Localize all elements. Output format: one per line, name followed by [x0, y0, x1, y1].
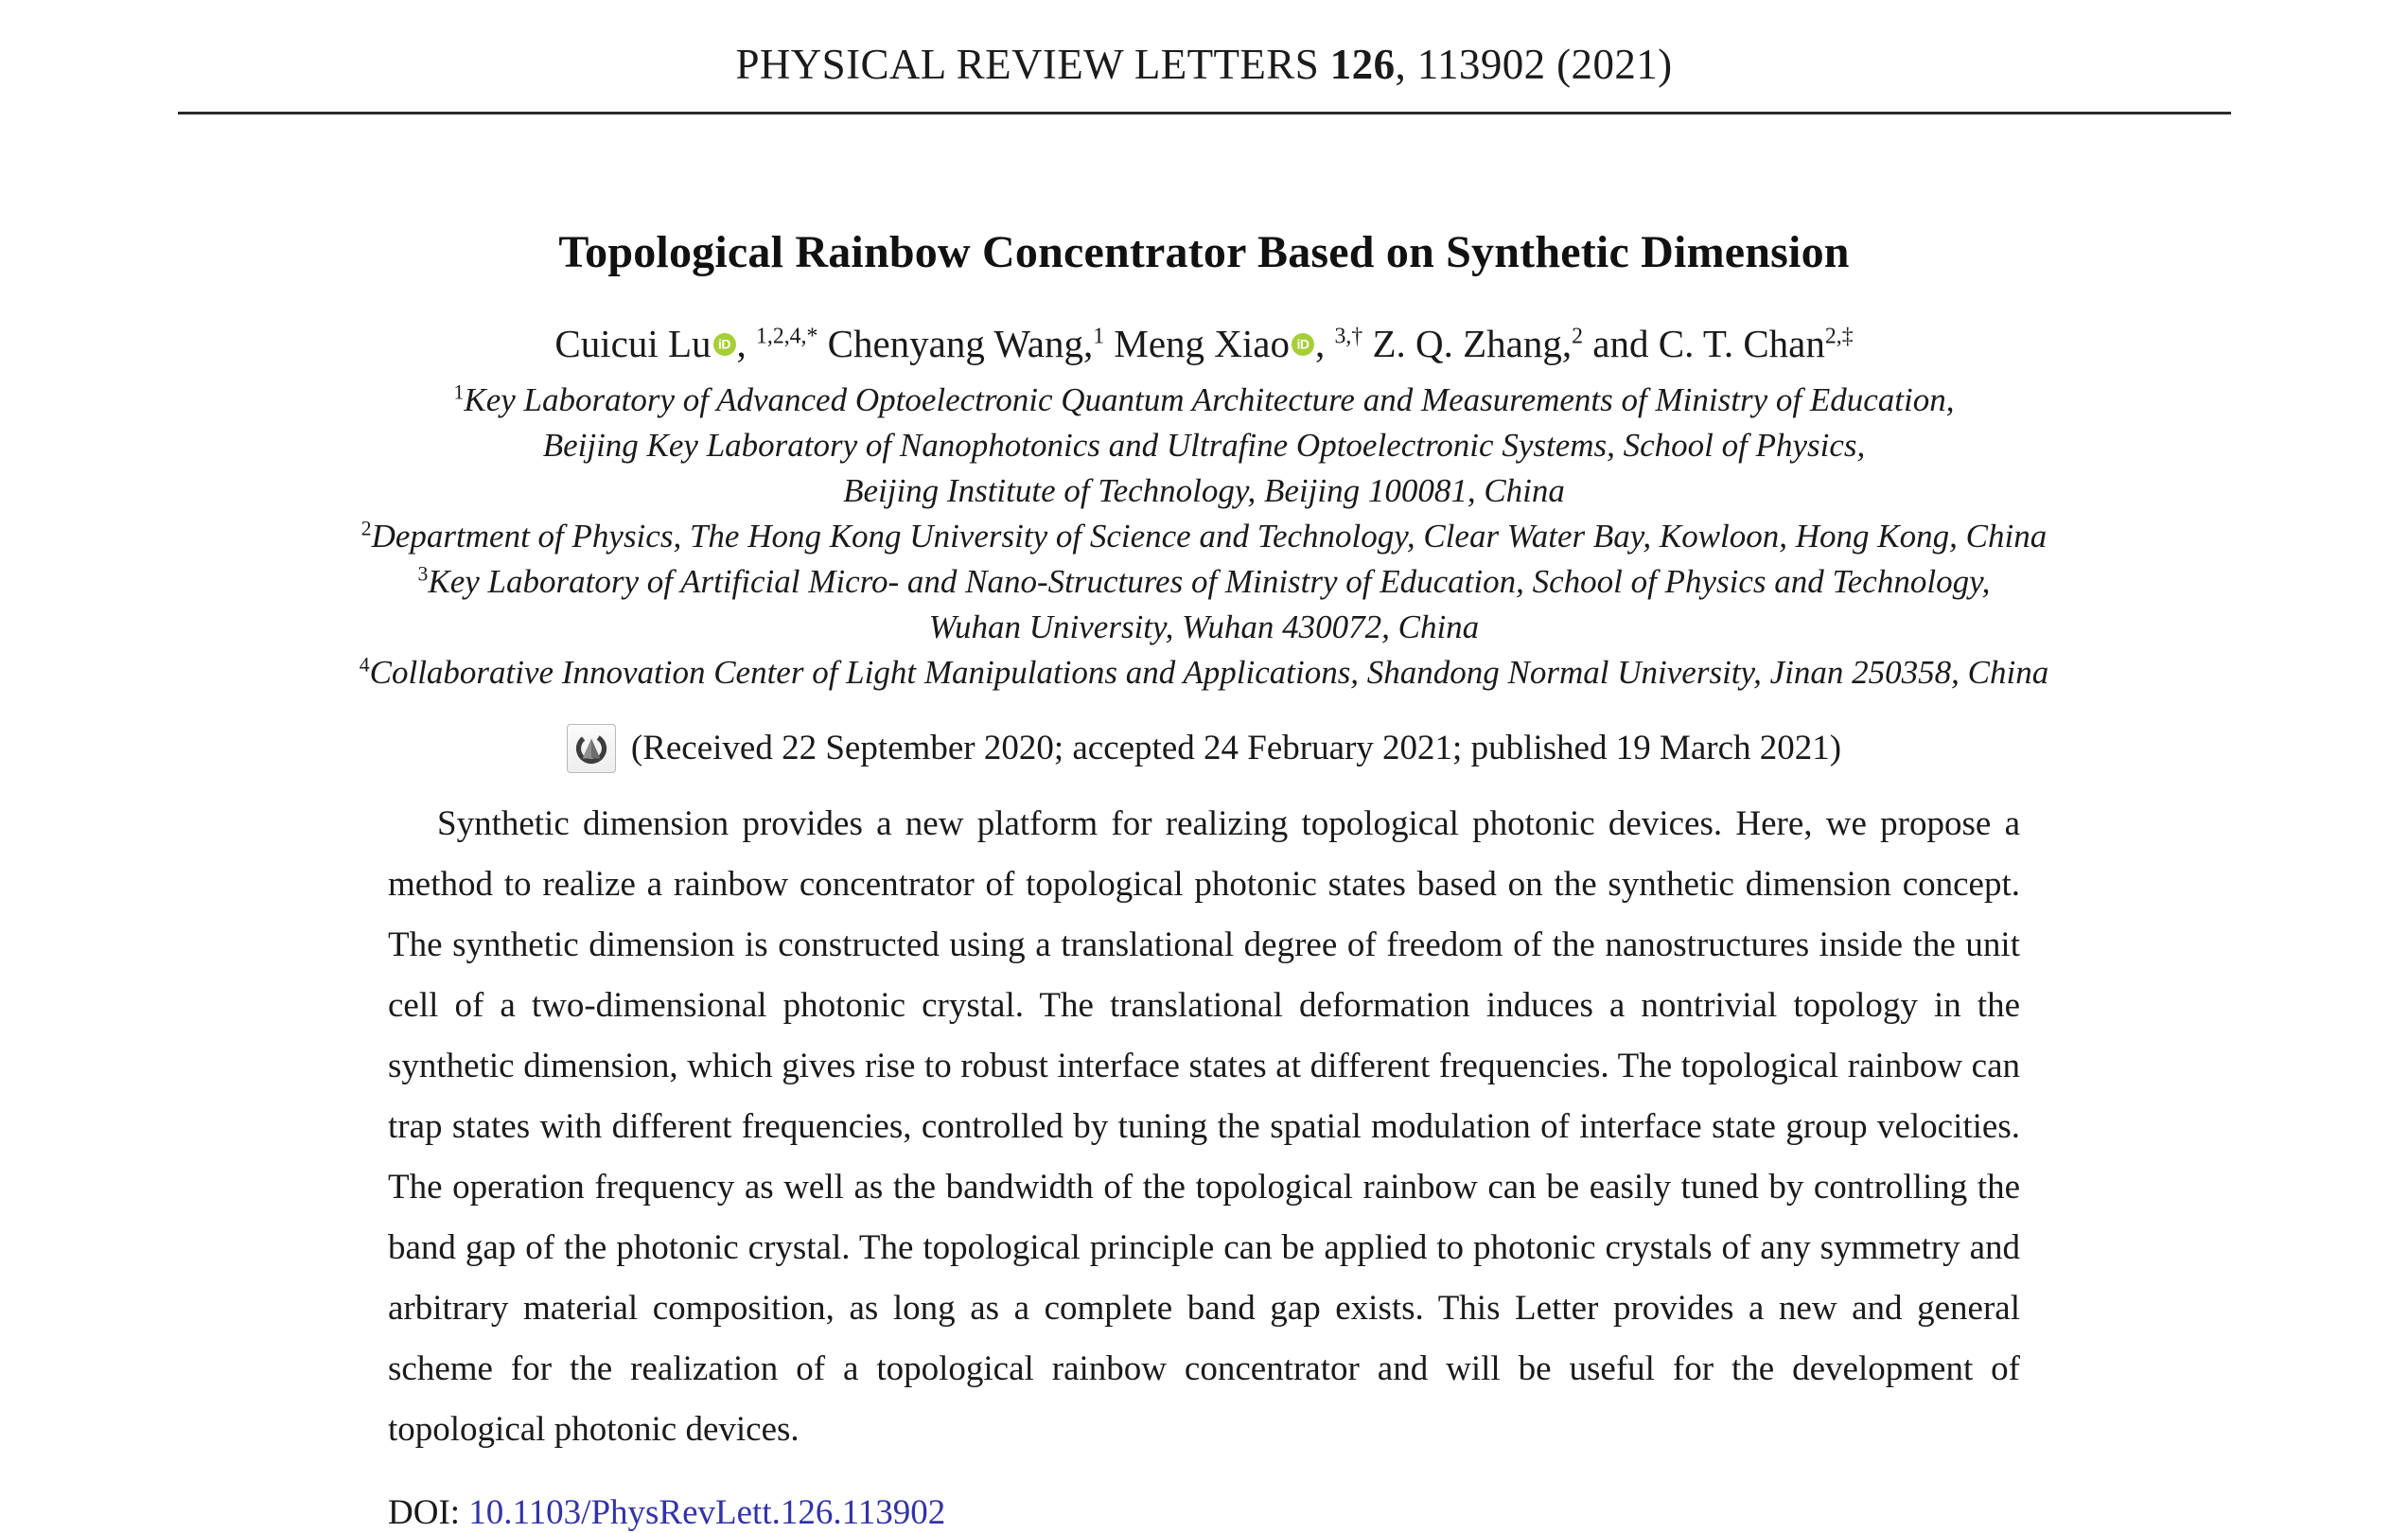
- affiliation-text: Key Laboratory of Artificial Micro- and …: [428, 563, 1991, 600]
- publication-dates: (Received 22 September 2020; accepted 24…: [630, 729, 1842, 768]
- author-affiliation-marks: 2: [1572, 324, 1584, 349]
- affiliation-marker: 3: [417, 562, 429, 586]
- author-list: Cuicui Lu, 1,2,4,* Chenyang Wang,1 Meng …: [0, 320, 2408, 368]
- page-title: Topological Rainbow Concentrator Based o…: [558, 227, 1850, 277]
- affiliation-item: Beijing Key Laboratory of Nanophotonics …: [0, 423, 2408, 468]
- crossmark-icon[interactable]: [566, 723, 616, 773]
- journal-name: PHYSICAL REVIEW LETTERS: [735, 41, 1320, 88]
- affiliation-text: Wuhan University, Wuhan 430072, China: [928, 608, 1480, 645]
- affiliation-text: Beijing Institute of Technology, Beijing…: [843, 472, 1565, 510]
- affiliation-item: Beijing Institute of Technology, Beijing…: [0, 468, 2408, 514]
- volume-number: 126: [1329, 41, 1396, 88]
- author-affiliation-marks: 1,2,4,*: [756, 324, 818, 349]
- affiliation-marker: 1: [453, 380, 465, 404]
- author-name: Z. Q. Zhang,: [1362, 322, 1573, 365]
- affiliation-item: 3Key Laboratory of Artificial Micro- and…: [0, 559, 2408, 605]
- author-conjunction: and: [1583, 322, 1659, 365]
- author-name: C. T. Chan: [1658, 322, 1825, 365]
- header-divider: [177, 112, 2231, 115]
- affiliation-text: Department of Physics, The Hong Kong Uni…: [371, 518, 2048, 555]
- doi-link[interactable]: 10.1103/PhysRevLett.126.113902: [468, 1492, 946, 1532]
- author-affiliation-marks: 2,‡: [1824, 324, 1854, 349]
- publication-dates-row: (Received 22 September 2020; accepted 24…: [0, 723, 2408, 773]
- affiliation-text: Key Laboratory of Advanced Optoelectroni…: [464, 381, 1955, 419]
- doi-label: DOI:: [388, 1492, 469, 1532]
- affiliation-item: 2Department of Physics, The Hong Kong Un…: [0, 514, 2408, 559]
- author-cuicui-lu[interactable]: Cuicui Lu, 1,2,4,*: [554, 322, 817, 365]
- orcid-icon[interactable]: [712, 333, 736, 357]
- abstract-text: Synthetic dimension provides a new platf…: [388, 803, 2020, 1449]
- affiliation-marker: 2: [360, 517, 372, 540]
- affiliation-marker: 4: [359, 653, 370, 677]
- doi-row: DOI: 10.1103/PhysRevLett.126.113902: [388, 1492, 2020, 1533]
- author-comma: ,: [736, 322, 757, 365]
- affiliation-text: Beijing Key Laboratory of Nanophotonics …: [542, 427, 1866, 465]
- author-name: Cuicui Lu: [554, 322, 712, 365]
- author-meng-xiao[interactable]: Meng Xiao, 3,†: [1104, 322, 1362, 365]
- running-head-text: PHYSICAL REVIEW LETTERS 126, 113902 (202…: [0, 40, 2408, 89]
- affiliation-item: 1Key Laboratory of Advanced Optoelectron…: [0, 378, 2408, 423]
- affiliation-list: 1Key Laboratory of Advanced Optoelectron…: [0, 378, 2408, 696]
- running-head: PHYSICAL REVIEW LETTERS 126, 113902 (202…: [0, 0, 2408, 115]
- affiliation-text: Collaborative Innovation Center of Light…: [369, 653, 2049, 691]
- author-ct-chan[interactable]: C. T. Chan2,‡: [1659, 322, 1854, 365]
- author-name: Chenyang Wang,: [827, 322, 1094, 365]
- author-name: Meng Xiao: [1104, 322, 1290, 365]
- author-zq-zhang[interactable]: Z. Q. Zhang,2: [1362, 322, 1583, 365]
- author-comma: ,: [1315, 322, 1335, 365]
- author-chenyang-wang[interactable]: Chenyang Wang,1: [828, 322, 1105, 365]
- author-affiliation-marks: 1: [1093, 324, 1105, 349]
- title-block: Topological Rainbow Concentrator Based o…: [0, 226, 2408, 278]
- orcid-icon[interactable]: [1292, 333, 1314, 357]
- affiliation-item: Wuhan University, Wuhan 430072, China: [0, 605, 2408, 650]
- author-affiliation-marks: 3,†: [1334, 324, 1363, 349]
- affiliation-item: 4Collaborative Innovation Center of Ligh…: [0, 650, 2408, 696]
- article-number-and-year: , 113902 (2021): [1395, 41, 1673, 88]
